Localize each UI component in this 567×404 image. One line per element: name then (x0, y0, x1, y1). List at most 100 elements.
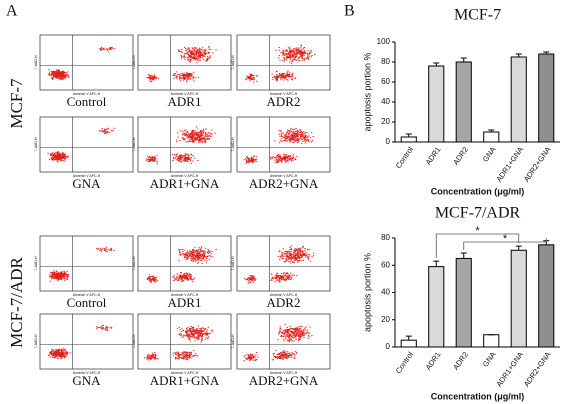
x-tick-label: ADR2 (451, 145, 470, 167)
y-axis-label: 7-AAD-H (132, 55, 136, 69)
dot-cloud (47, 127, 115, 163)
x-axis-label: Annexin V APC-H (171, 174, 199, 178)
error-bar (433, 260, 440, 267)
error-bar (543, 51, 550, 54)
x-axis-label: Annexin V APC-H (270, 92, 298, 96)
dot-cloud (146, 46, 217, 82)
dot-plot-frame (236, 34, 331, 91)
y-tick-label: 60 (381, 77, 390, 86)
x-axis-label: Annexin V APC-H (270, 174, 298, 178)
panel-label: B (344, 3, 355, 20)
dot-plot-frame (137, 313, 232, 370)
dot-cloud (143, 325, 214, 361)
sample-label: GNA (72, 176, 101, 191)
dot-plot-frame (39, 34, 134, 91)
dot-plot-frame (39, 116, 134, 173)
error-bar (433, 62, 440, 66)
chart-title: MCF-7/ADR (435, 205, 521, 222)
x-axis-label: Annexin V APC-H (73, 371, 101, 375)
x-tick-label: ADR1+GNA (494, 350, 525, 388)
dot-cloud (146, 246, 217, 283)
x-tick-label: Control (394, 350, 415, 375)
x-axis-label: Annexin V APC-H (73, 293, 101, 297)
sample-label: ADR2+GNA (249, 176, 319, 191)
bar (455, 257, 472, 348)
sample-label: ADR1 (168, 94, 202, 109)
sample-label: Control (67, 94, 107, 109)
dot-cloud (244, 245, 315, 284)
bar (400, 136, 417, 143)
y-axis-label: apoptosis portion % (362, 52, 372, 131)
x-axis-label: Annexin V APC-H (73, 92, 101, 96)
y-tick-label: 80 (381, 233, 390, 242)
error-bar (460, 252, 467, 259)
error-bar (405, 335, 412, 341)
dot-cloud (47, 46, 116, 81)
y-tick-label: 40 (381, 288, 390, 297)
x-tick-label: ADR1+GNA (494, 145, 525, 183)
dot-plot-frame (39, 313, 134, 370)
error-bar (460, 57, 467, 62)
y-tick-label: 20 (381, 315, 390, 324)
error-bar (488, 129, 495, 132)
bar (483, 131, 500, 143)
y-tick-label: 0 (386, 137, 391, 146)
y-tick-label: 60 (381, 260, 390, 269)
sample-label: ADR1 (168, 295, 202, 310)
x-axis-label: Annexin V APC-H (270, 293, 298, 297)
y-axis-label: 7-AAD-H (34, 55, 38, 69)
dot-cloud (48, 324, 113, 360)
x-tick-label: GNA (481, 350, 498, 368)
y-axis-label: 7-AAD-H (132, 256, 136, 270)
dot-cloud (245, 44, 316, 83)
sample-label: ADR1+GNA (150, 373, 220, 388)
x-tick-label: GNA (481, 145, 498, 163)
dot-cloud (48, 246, 115, 282)
y-axis-label: 7-AAD-H (132, 334, 136, 348)
x-axis-label: Annexin V APC-H (171, 92, 199, 96)
x-axis-label: Concentration (μg/ml) (431, 186, 525, 196)
y-tick-label: 20 (381, 117, 390, 126)
sample-label: ADR2 (267, 94, 301, 109)
sample-label: ADR2 (267, 295, 301, 310)
y-axis-label: 7-AAD-H (231, 137, 235, 151)
x-tick-label: ADR2+GNA (522, 145, 553, 183)
y-axis-label: 7-AAD-H (34, 256, 38, 270)
bar (400, 339, 417, 348)
x-tick-label: ADR2 (451, 350, 470, 372)
x-axis-label: Annexin V APC-H (171, 293, 199, 297)
y-axis-label: 7-AAD-H (34, 334, 38, 348)
dot-plot-frame (39, 235, 134, 292)
error-bar (515, 245, 522, 251)
y-axis-label: 7-AAD-H (231, 256, 235, 270)
y-axis-label: 7-AAD-H (231, 334, 235, 348)
sample-label: GNA (72, 373, 101, 388)
bar (538, 244, 555, 348)
sample-label: ADR1+GNA (150, 176, 220, 191)
dot-cloud (145, 126, 216, 165)
sample-label: Control (67, 295, 107, 310)
y-tick-label: 0 (386, 342, 391, 351)
dot-plot-frame (137, 34, 232, 91)
significance-bracket (463, 237, 547, 250)
bar (483, 334, 500, 348)
x-axis-label: Annexin V APC-H (171, 371, 199, 375)
y-tick-label: 100 (377, 37, 391, 46)
y-axis-label: 7-AAD-H (34, 137, 38, 151)
chart-title: MCF-7 (454, 7, 501, 24)
significance-label: * (475, 225, 480, 237)
y-axis-label: apoptosis portion % (362, 253, 372, 332)
x-tick-label: ADR1 (424, 350, 443, 372)
y-axis-label: 7-AAD-H (132, 137, 136, 151)
dot-plot-frame (236, 313, 331, 370)
y-axis-label: 7-AAD-H (231, 55, 235, 69)
bar (510, 56, 527, 143)
dot-plot-frame (137, 116, 232, 173)
dot-plot-frame (137, 235, 232, 292)
bar (510, 249, 527, 348)
error-bar (405, 133, 412, 137)
significance-bracket (435, 233, 520, 259)
bar (538, 53, 555, 143)
x-axis-label: Annexin V APC-H (270, 371, 298, 375)
